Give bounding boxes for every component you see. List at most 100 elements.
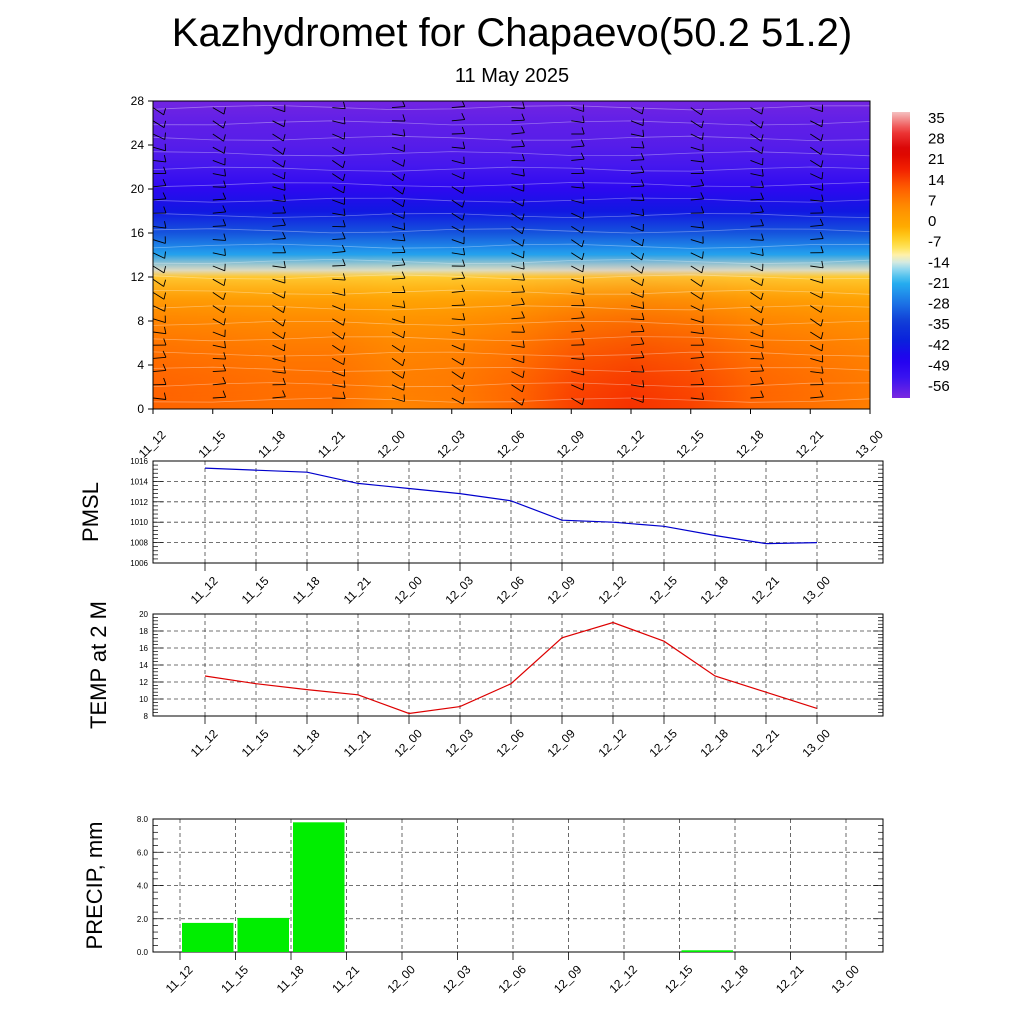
wind-barb [153,292,165,300]
wind-barb-flag [581,338,585,345]
wind-barb-flag [164,251,166,259]
heatmap-xtick-label: 13_00 [852,427,886,461]
wind-barb [869,332,870,333]
contour-line [153,228,870,234]
wind-barb-flag [582,181,585,189]
wind-barb [571,278,584,284]
wind-barb [810,344,823,352]
wind-barb-flag [700,179,705,186]
contour-line [153,166,870,172]
wind-barb [690,159,704,163]
wind-barb-flag [462,141,466,149]
wind-barb [630,120,644,127]
wind-barb-flag [222,390,227,398]
wind-barb-flag [580,324,585,331]
wind-barb-flag [164,132,166,140]
wind-barb-flag [343,185,346,193]
wind-barb [451,290,465,293]
wind-barb-flag [880,245,883,251]
heatmap-xtick-label: 12_21 [793,427,827,461]
wind-barb-flag [402,345,406,353]
wind-barb-flag [402,371,406,379]
wind-barb-flag [701,338,705,346]
wind-barb [272,160,284,168]
xtick-label: 11_18 [290,574,323,607]
wind-barb [212,239,226,241]
wind-barb [212,133,224,142]
contour-line [153,289,870,295]
wind-barb [272,396,286,399]
wind-barb-flag [881,161,883,168]
wind-barb-flag [461,113,466,120]
wind-barb [332,212,346,216]
colorbar-label: 28 [928,131,945,148]
wind-barb [869,252,870,253]
wind-barb-flag [640,165,645,173]
wind-barb-flag [462,371,465,380]
wind-barb-flag [582,287,585,295]
wind-barb [571,330,585,333]
wind-barb-flag [462,358,465,366]
wind-barb-flag [283,291,286,299]
axis-ylabel: TEMP at 2 M [86,601,111,729]
wind-barb [571,252,583,261]
wind-barb-flag [402,233,406,241]
wind-barb [810,186,823,191]
wind-barb-flag [819,390,824,397]
wind-barb-flag [462,247,466,255]
wind-barb [391,358,403,367]
wind-barb [810,146,822,155]
wind-barb [212,159,226,166]
wind-barb [272,318,284,327]
wind-barb [810,199,824,202]
wind-barb [332,133,345,140]
wind-barb-flag [819,231,824,239]
wind-barb-flag [162,350,167,358]
wind-barb [153,107,164,116]
wind-barb-flag [223,292,226,300]
wind-barb-flag [821,172,824,180]
contour-line [153,120,870,126]
xtick-label: 11_15 [218,963,251,996]
wind-barb [869,371,870,373]
xtick-label: 11_21 [329,963,362,996]
wind-barb [810,291,823,299]
wind-barb-flag [222,364,227,371]
wind-barb [451,331,465,336]
xtick-label: 12_06 [493,726,527,760]
ytick-label: 1014 [130,477,148,486]
wind-barb-flag [163,155,167,162]
wind-barb-flag [342,160,346,168]
xtick-label: 12_18 [697,726,731,760]
wind-barb-flag [163,377,167,385]
wind-barb [451,186,464,194]
wind-barb-flag [521,325,525,333]
wind-barb-flag [343,318,346,326]
colorbar-label: -7 [928,234,941,251]
wind-barb-flag [403,383,405,391]
wind-barb [630,133,644,138]
wind-barb-flag [163,166,167,174]
wind-barb [690,252,703,259]
wind-barb [571,291,585,295]
wind-barb [810,238,824,241]
wind-barb [451,106,465,109]
wind-barb-flag [760,205,764,213]
wind-barb-flag [402,245,406,253]
wind-barb-flag [819,218,824,226]
wind-barb [391,173,404,182]
wind-barb [153,305,165,312]
wind-barb [511,119,525,122]
wind-barb-flag [881,392,883,399]
wind-barb-flag [521,297,525,305]
wind-barb-flag [582,211,585,219]
wind-barb-flag [641,253,645,261]
wind-barb-flag [882,288,883,295]
wind-barb [690,225,704,229]
wind-barb [451,212,463,221]
wind-barb [511,384,523,393]
wind-barb-flag [521,126,525,133]
heatmap-ytick-label: 20 [131,182,145,196]
wind-barb [272,331,284,340]
